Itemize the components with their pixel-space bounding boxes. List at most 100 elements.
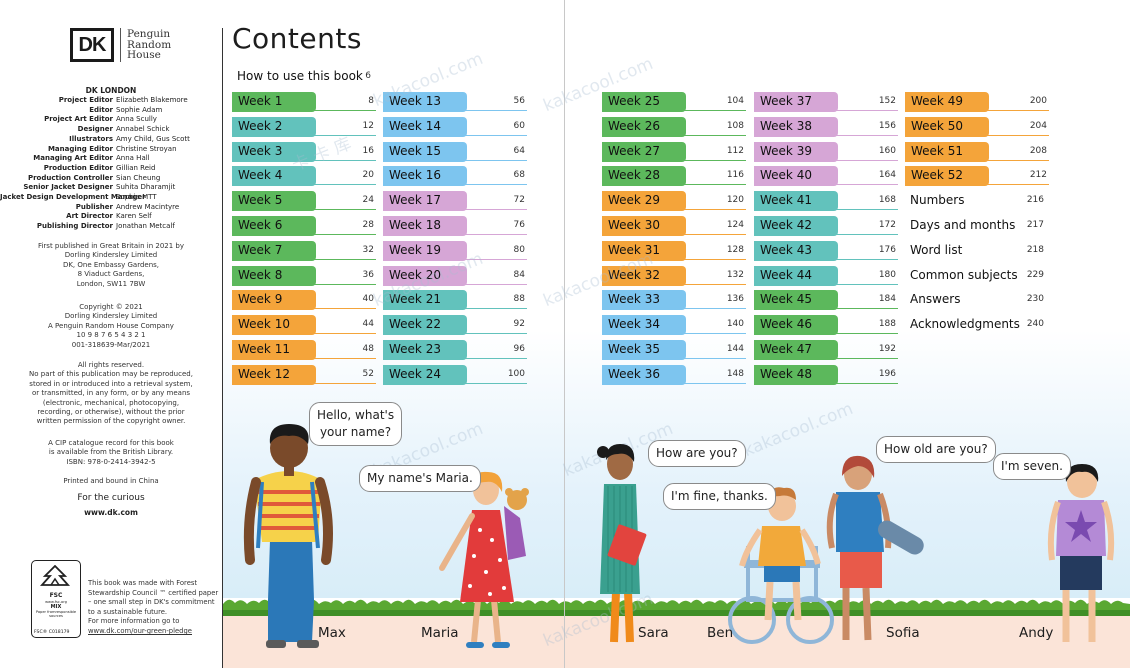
toc-entry[interactable]: Week 40 164 [754,166,898,187]
week-color-tab [754,191,838,212]
toc-rule [602,358,746,359]
toc-rule [383,283,527,285]
toc-entry[interactable]: Week 43 176 [754,240,898,261]
toc-entry[interactable]: Common subjects 229 [905,266,1044,286]
green-pledge-link[interactable]: www.dk.com/our-green-pledge [88,626,192,635]
credit-row: Project Art Editor Anna Scully [0,115,222,125]
book-spine [564,0,565,668]
week-color-tab [754,315,838,336]
toc-intro[interactable]: How to use this book 6 [232,67,371,87]
credit-name: Anna Hall [116,154,150,163]
toc-entry[interactable]: Week 31 128 [602,240,746,261]
toc-entry[interactable]: Week 7 32 [232,240,376,261]
toc-entry[interactable]: Week 11 48 [232,340,376,360]
credit-name: Jonathan Metcalf [116,222,175,231]
toc-entry[interactable]: Week 35 144 [602,340,746,360]
toc-page: 176 [878,244,896,255]
toc-entry[interactable]: Week 24 100 [383,364,527,385]
toc-entry[interactable]: Week 34 140 [602,315,746,336]
credit-row: Editor Sophie Adam [0,106,222,116]
toc-rule [754,382,898,384]
toc-entry[interactable]: Week 45 184 [754,290,898,311]
toc-entry[interactable]: Week 22 92 [383,315,527,336]
toc-entry[interactable]: Week 17 72 [383,191,527,212]
toc-entry[interactable]: Week 9 40 [232,290,376,311]
toc-entry[interactable]: Week 30 124 [602,216,746,236]
credit-name: Sophie Adam [116,105,163,114]
credit-name: Sophia MTT [116,193,157,202]
toc-entry[interactable]: Week 49 200 [905,92,1049,112]
toc-page: 32 [362,244,374,255]
toc-label: Week 30 [608,218,660,232]
toc-entry[interactable]: Week 44 180 [754,265,898,286]
toc-entry[interactable]: Week 50 204 [905,116,1049,137]
toc-rule [754,234,898,235]
toc-entry[interactable]: Week 15 64 [383,141,527,162]
week-color-tab [383,364,467,385]
toc-rule [232,258,376,260]
toc-entry[interactable]: Week 38 156 [754,116,898,137]
toc-entry[interactable]: Week 47 192 [754,340,898,360]
toc-entry[interactable]: Week 1 8 [232,92,376,112]
toc-page: 188 [878,319,896,330]
toc-entry[interactable]: Week 42 172 [754,216,898,236]
toc-entry[interactable]: Week 26 108 [602,116,746,137]
toc-entry[interactable]: Week 46 188 [754,315,898,336]
toc-entry[interactable]: Week 36 148 [602,364,746,385]
toc-entry[interactable]: Week 12 52 [232,364,376,385]
toc-page: 164 [878,170,896,181]
week-color-tab [754,116,838,137]
toc-entry[interactable]: Week 32 132 [602,265,746,286]
toc-rule [232,382,376,384]
toc-entry[interactable]: Word list 218 [905,241,1044,261]
toc-entry[interactable]: Week 21 88 [383,290,527,311]
toc-entry[interactable]: Days and months 217 [905,216,1044,236]
toc-page: 8 [368,96,374,106]
toc-entry[interactable]: Week 8 36 [232,265,376,286]
toc-entry[interactable]: Week 51 208 [905,141,1049,162]
toc-entry[interactable]: Answers 230 [905,290,1044,310]
toc-entry[interactable]: Week 23 96 [383,340,527,360]
toc-entry[interactable]: Week 20 84 [383,265,527,286]
toc-entry[interactable]: Week 25 104 [602,92,746,112]
toc-entry[interactable]: Week 10 44 [232,315,376,336]
toc-entry[interactable]: Week 37 152 [754,92,898,112]
toc-entry[interactable]: Week 3 16 [232,141,376,162]
week-color-tab [602,240,686,261]
toc-entry[interactable]: Week 4 20 [232,166,376,187]
credit-name: Elizabeth Blakemore [116,96,188,104]
toc-entry[interactable]: Week 33 136 [602,290,746,311]
text-line: to a sustainable future. [88,607,168,616]
toc-page: 204 [1029,120,1047,131]
toc-entry[interactable]: Week 5 24 [232,191,376,212]
credit-role: Jacket Design Development Manager [0,193,146,202]
toc-entry[interactable]: Week 19 80 [383,240,527,261]
toc-label: Week 14 [389,118,441,133]
toc-rule [754,308,898,310]
toc-label: Week 32 [608,267,660,282]
toc-entry[interactable]: Week 52 212 [905,166,1049,187]
toc-entry[interactable]: Week 28 116 [602,166,746,187]
toc-entry[interactable]: Week 27 112 [602,141,746,162]
toc-label: Week 39 [760,143,812,158]
website-link[interactable]: www.dk.com [84,508,138,517]
toc-entry[interactable]: Week 18 76 [383,216,527,236]
toc-entry[interactable]: Week 6 28 [232,216,376,236]
toc-entry[interactable]: Week 14 60 [383,116,527,137]
week-color-tab [905,92,989,112]
toc-entry[interactable]: Week 48 196 [754,364,898,385]
toc-entry[interactable]: Numbers 216 [905,191,1044,211]
text-line: Dorling Kindersley Limited [64,251,158,260]
toc-entry[interactable]: Week 2 12 [232,116,376,137]
text-line: A Penguin Random House Company [48,321,174,330]
toc-label: Week 12 [238,366,290,381]
toc-entry[interactable]: Week 16 68 [383,166,527,187]
sara-figure [597,444,647,643]
toc-entry[interactable]: Week 39 160 [754,141,898,162]
toc-entry[interactable]: Week 13 56 [383,92,527,112]
text-line: I'm seven. [1001,459,1063,473]
toc-entry[interactable]: Week 41 168 [754,191,898,212]
toc-entry[interactable]: Week 29 120 [602,191,746,212]
week-color-tab [232,166,316,187]
toc-entry[interactable]: Acknowledgments 240 [905,315,1044,335]
